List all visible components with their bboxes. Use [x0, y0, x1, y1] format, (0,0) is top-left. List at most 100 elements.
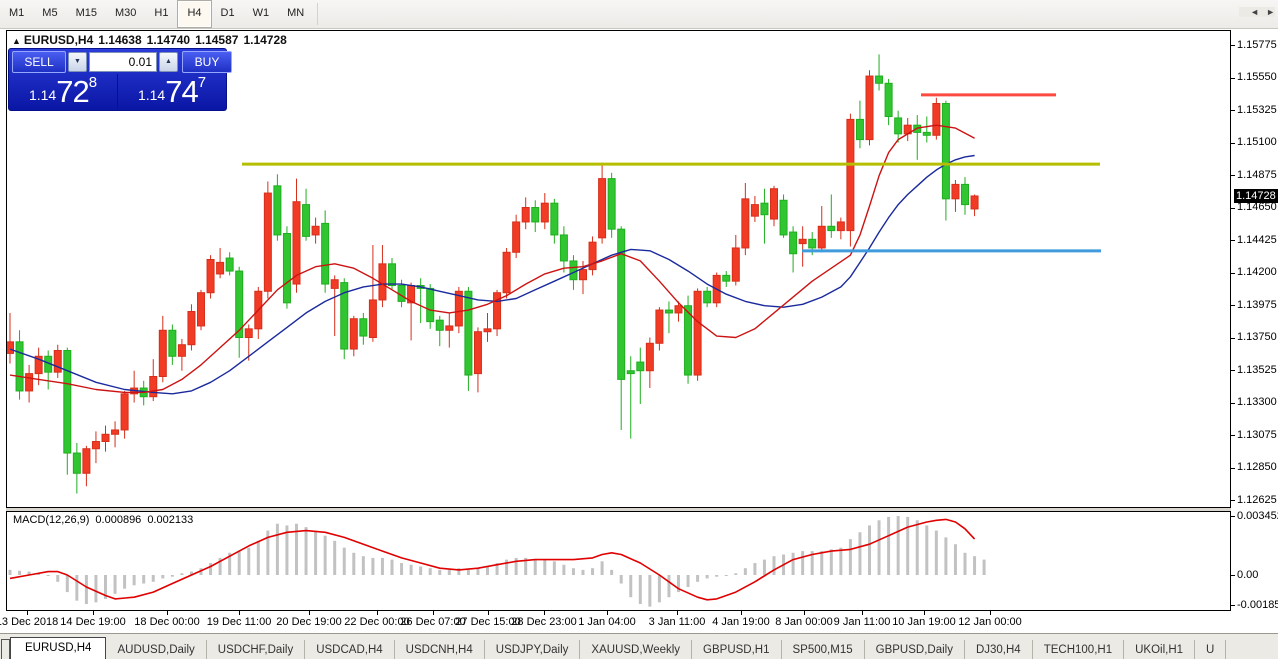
- chart-tab-USDJPY,Daily[interactable]: USDJPY,Daily: [485, 640, 581, 659]
- candle-bear: [941, 100, 950, 221]
- price-tick-label: 1.14650: [1237, 201, 1277, 213]
- candle-bear: [884, 78, 893, 126]
- time-tick-mark: [544, 611, 545, 615]
- candle-bull: [846, 113, 855, 247]
- price-tick-label: 1.15550: [1237, 71, 1277, 83]
- macd-indicator-panel[interactable]: MACD(12,26,9) 0.000896 0.002133: [6, 511, 1231, 611]
- moving-average-fast-red: [9, 124, 975, 394]
- candle-bull: [970, 194, 979, 217]
- candle-bear: [664, 301, 673, 334]
- candle-bear: [559, 226, 568, 273]
- time-tick-mark: [924, 611, 925, 615]
- price-chart-plot[interactable]: [6, 30, 1231, 508]
- chart-tab-U[interactable]: U: [1195, 640, 1227, 659]
- time-tick-label: 10 Jan 19:00: [892, 616, 956, 628]
- title-symbol: EURUSD,H4: [23, 33, 94, 47]
- time-tick-label: 22 Dec 00:00: [344, 616, 410, 628]
- candle-bull: [770, 185, 778, 227]
- candle-bull: [91, 431, 100, 464]
- price-tick-mark: [1231, 77, 1235, 79]
- time-tick-mark: [804, 611, 805, 615]
- timeframe-button-D1[interactable]: D1: [220, 7, 235, 19]
- timeframe-button-H1[interactable]: H1: [154, 7, 169, 19]
- candle-bear: [684, 295, 693, 384]
- chart-tab-EURUSD,H4[interactable]: EURUSD,H4: [10, 637, 107, 659]
- candle-bear: [961, 177, 969, 215]
- candle-bull: [206, 255, 215, 299]
- price-tick-label: 1.14200: [1237, 266, 1277, 278]
- buy-price-big: 74: [165, 74, 198, 109]
- candle-bull: [101, 425, 110, 452]
- candle-bull: [7, 312, 14, 364]
- price-tick-label: 1.15775: [1237, 38, 1277, 51]
- timeframe-button-H4[interactable]: H4: [177, 0, 212, 28]
- candle-bull: [216, 247, 225, 279]
- candle-bear: [273, 174, 282, 241]
- buy-button[interactable]: BUY: [182, 51, 232, 73]
- candle-bull: [951, 180, 960, 212]
- chart-tab-GBPUSD,Daily[interactable]: GBPUSD,Daily: [865, 640, 965, 659]
- chart-tab-GBPUSD,H1[interactable]: GBPUSD,H1: [692, 640, 782, 659]
- collapse-triangle-icon[interactable]: ▲: [12, 36, 21, 46]
- candle-bull: [645, 337, 654, 389]
- candle-bull: [197, 289, 205, 331]
- candlestick-chart: [7, 54, 1101, 494]
- timeframe-button-M15[interactable]: M15: [75, 7, 97, 19]
- chart-tab-TECH100,H1[interactable]: TECH100,H1: [1033, 640, 1125, 659]
- candle-bear: [550, 198, 559, 244]
- candle-bull: [158, 315, 167, 383]
- buy-price-quote[interactable]: 1.14 74 7: [118, 74, 226, 108]
- macd-signal-line: [9, 518, 976, 601]
- chart-tab-AUDUSD,Daily[interactable]: AUDUSD,Daily: [106, 640, 207, 659]
- candle-bull: [473, 327, 482, 393]
- chart-tab-XAUUSD,Weekly[interactable]: XAUUSD,Weekly: [580, 640, 693, 659]
- title-low: 1.14587: [195, 33, 239, 47]
- chart-tab-USDCAD,H4[interactable]: USDCAD,H4: [305, 640, 395, 659]
- candle-bull: [292, 178, 301, 293]
- chart-tab-bar: EURUSD,H4 AUDUSD,Daily USDCHF,Daily USDCAD,…: [0, 633, 1278, 659]
- time-axis[interactable]: 13 Dec 2018 14 Dec 19:00 18 Dec 00:00 19 De…: [0, 611, 1278, 633]
- candle-bear: [922, 116, 931, 143]
- tab-scroll-right-icon[interactable]: ►: [1266, 7, 1275, 17]
- time-tick-label: 20 Dec 19:00: [276, 616, 342, 628]
- timeframe-button-M1[interactable]: M1: [9, 7, 25, 19]
- price-tick-mark: [1231, 272, 1235, 274]
- partial-tab[interactable]: [1, 639, 10, 659]
- chart-tab-SP500,M15[interactable]: SP500,M15: [782, 640, 865, 659]
- candle-bear: [636, 347, 645, 404]
- chart-tab-USDCHF,Daily[interactable]: USDCHF,Daily: [207, 640, 306, 659]
- tab-scroll-left-icon[interactable]: ◄: [1250, 7, 1260, 17]
- candle-bear: [875, 54, 884, 91]
- price-tick-mark: [1231, 142, 1235, 144]
- title-open: 1.14638: [98, 33, 142, 47]
- timeframe-button-M5[interactable]: M5: [42, 7, 58, 19]
- volume-increase-button[interactable]: ▲: [159, 52, 178, 72]
- candle-bull: [598, 162, 607, 244]
- volume-decrease-button[interactable]: ▼: [68, 52, 87, 72]
- sell-price-quote[interactable]: 1.14 72 8: [9, 74, 117, 108]
- timeframe-button-M30[interactable]: M30: [114, 7, 137, 19]
- sell-button[interactable]: SELL: [12, 51, 66, 73]
- price-tick-label: 1.14875: [1237, 168, 1277, 181]
- timeframe-button-W1[interactable]: W1: [252, 7, 270, 19]
- chart-title: ▲ EURUSD,H4 1.14638 1.14740 1.14587 1.14728: [12, 33, 292, 47]
- volume-input[interactable]: 0.01: [89, 52, 157, 72]
- candle-bull: [82, 445, 91, 487]
- price-axis[interactable]: 1.15775 1.15550 1.15325 1.15100 1.14875 1.146…: [1231, 30, 1278, 611]
- price-tick-mark: [1231, 175, 1235, 176]
- candle-bear: [359, 312, 368, 345]
- price-tick-label: 1.13975: [1237, 298, 1277, 311]
- chart-tab-DJ30,H4[interactable]: DJ30,H4: [965, 640, 1033, 659]
- chart-tab-UKOil,H1[interactable]: UKOil,H1: [1124, 640, 1196, 659]
- timeframe-button-MN[interactable]: MN: [287, 7, 305, 19]
- time-tick-label: 27 Dec 15:00: [455, 616, 521, 628]
- price-tick-label: 1.12625: [1237, 493, 1277, 506]
- panel-splitter[interactable]: [6, 508, 1231, 511]
- candle-bull: [521, 197, 530, 230]
- time-tick-mark: [741, 611, 742, 615]
- macd-tick-mark: [1231, 605, 1235, 606]
- candle-bull: [311, 217, 320, 244]
- candle-bear: [44, 350, 53, 390]
- price-tick-label: 1.12850: [1237, 461, 1277, 473]
- chart-tab-USDCNH,H4[interactable]: USDCNH,H4: [395, 640, 485, 659]
